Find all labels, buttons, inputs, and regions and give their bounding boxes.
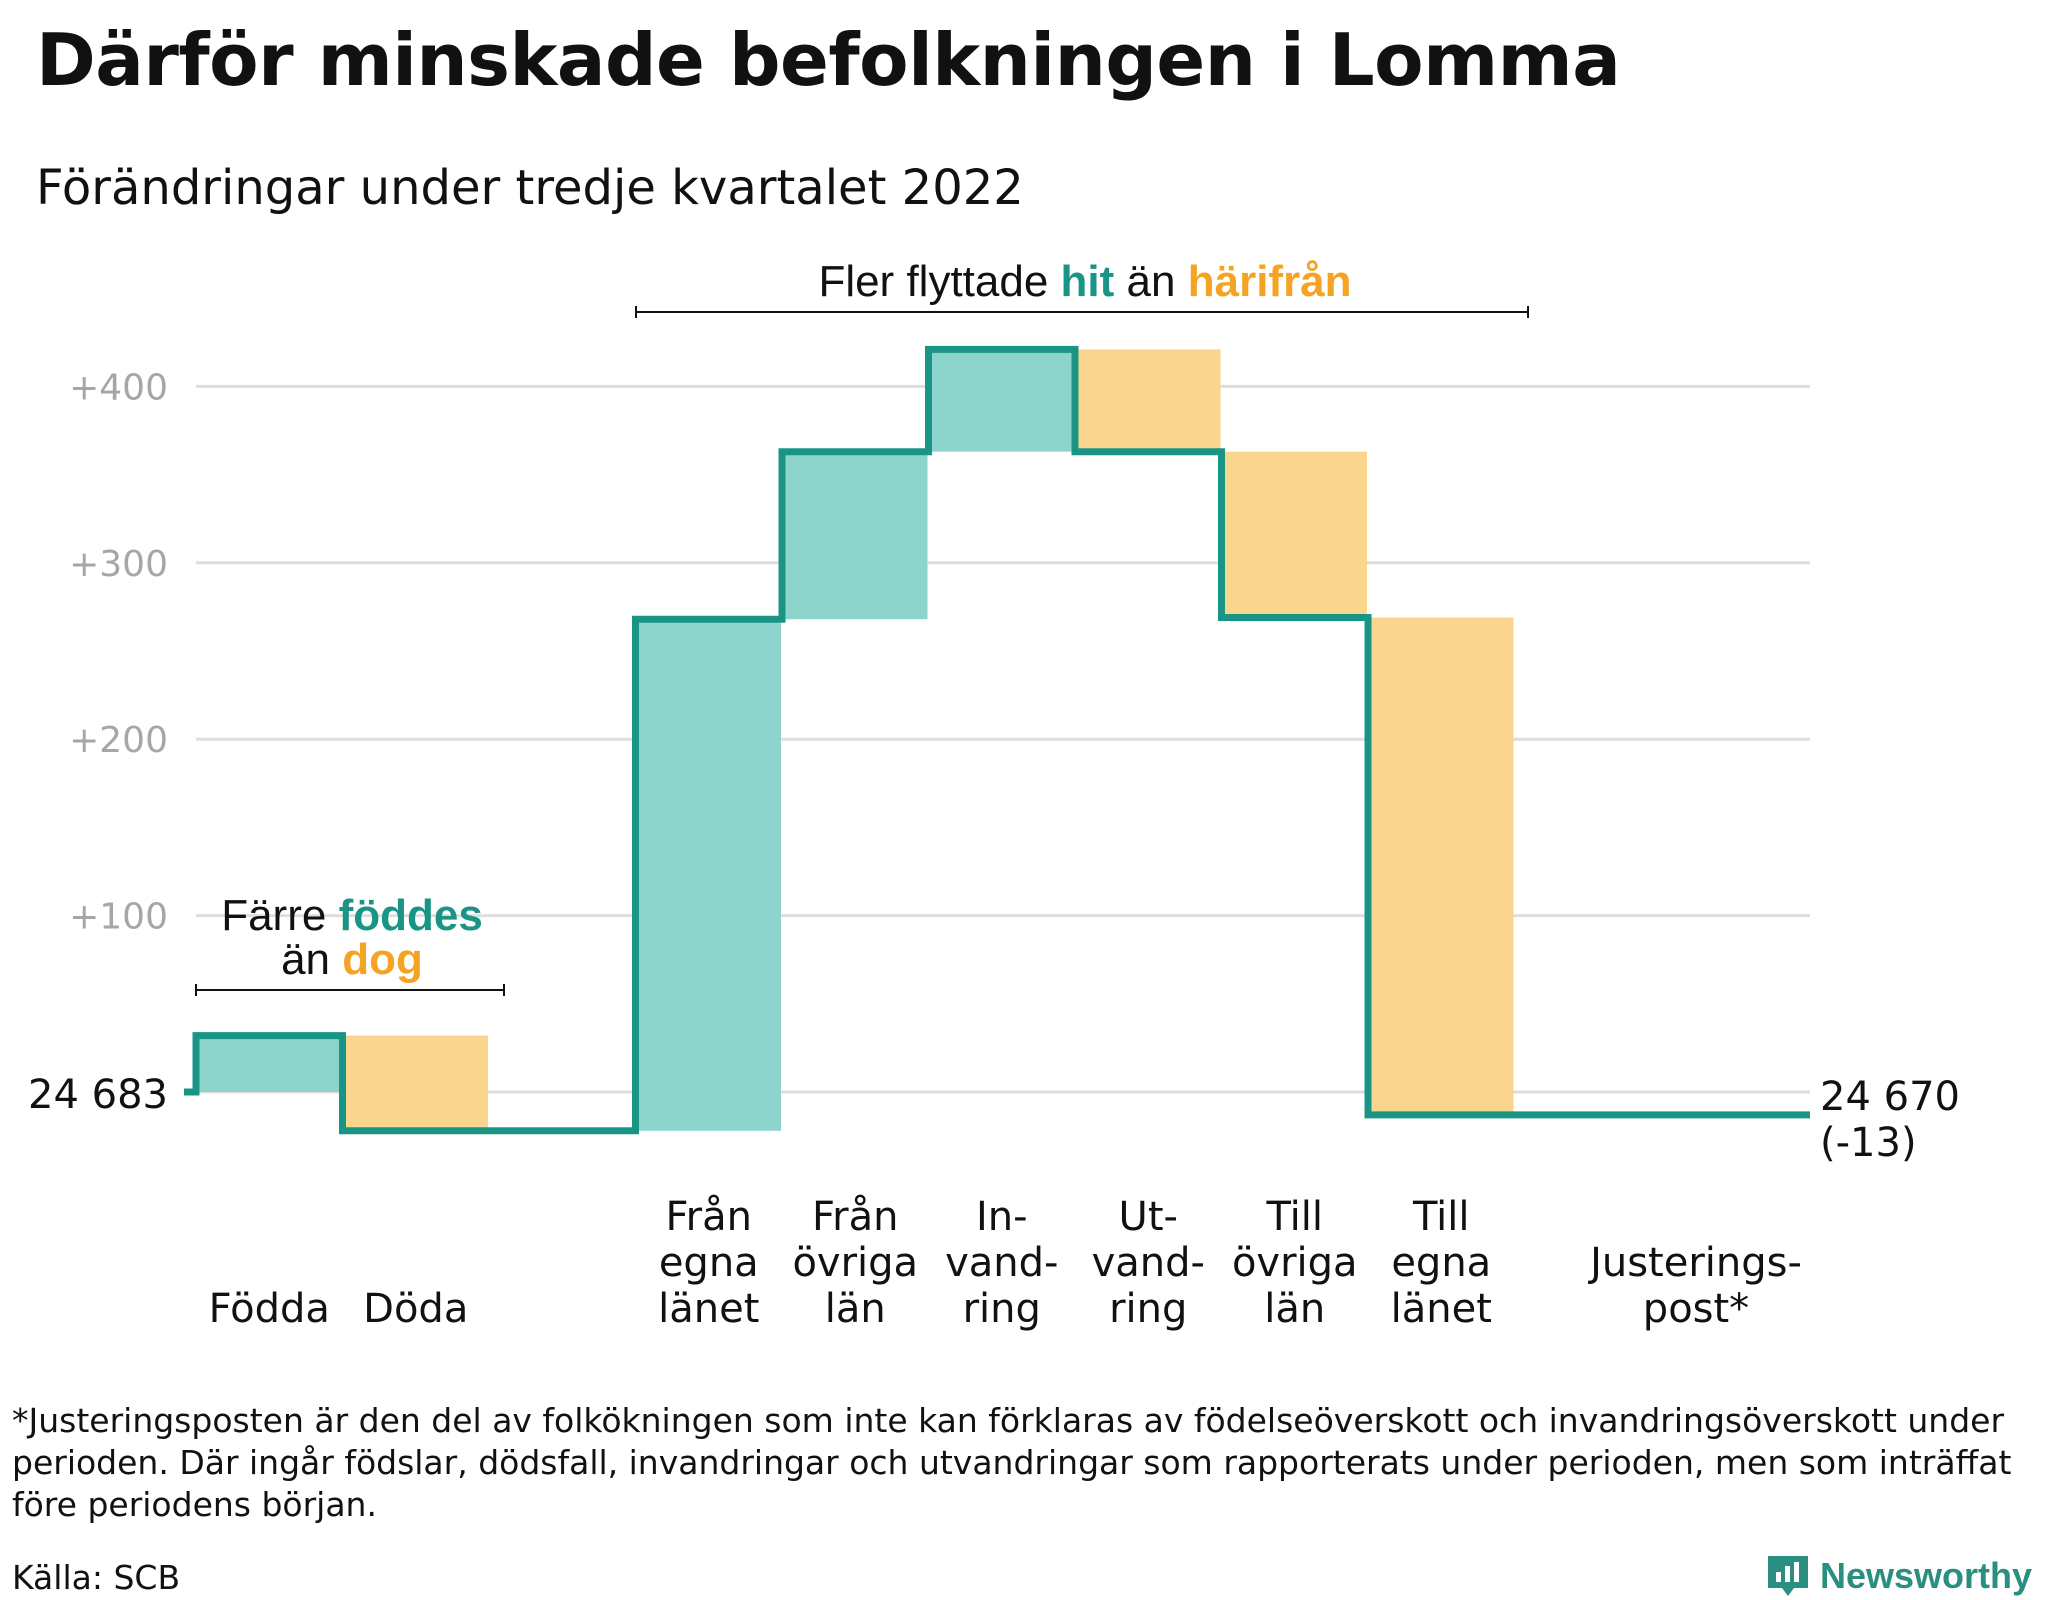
birth-annotation-text: Färre (221, 891, 326, 940)
y-tick-label: +100 (69, 897, 168, 938)
birth-annotation-text2: än (281, 935, 330, 984)
moves-annotation: Fler flyttade hit än härifrån (635, 257, 1529, 318)
category-label: In-vand-ring (945, 1194, 1058, 1332)
y-tick-label: +300 (69, 544, 168, 585)
decrease-bar (1076, 349, 1221, 452)
category-label: Till övriga län (1232, 1194, 1358, 1332)
end-value-label: 24 670 (1820, 1074, 1960, 1120)
category-labels: Födda Döda Från egna länet Från övriga länIn-va… (209, 1194, 1802, 1332)
birth-annotation-accent2: dog (342, 935, 423, 984)
y-axis-ticks: +100 +200 +300 +400 (69, 367, 168, 937)
moves-bracket (635, 306, 1529, 318)
newsworthy-icon (1768, 1556, 1808, 1596)
birth-annotation-accent: föddes (339, 891, 483, 940)
birth-bracket (195, 984, 505, 996)
gridlines (196, 384, 1810, 1094)
decrease-bar (343, 1035, 488, 1131)
increase-bar (783, 451, 928, 620)
chart-title: Därför minskade befolkningen i Lomma (36, 18, 1621, 102)
category-label: Födda (209, 1286, 330, 1332)
birth-annotation-line2: än dog (281, 935, 423, 984)
y-tick-label: +200 (69, 720, 168, 761)
decrease-bar (1222, 451, 1367, 618)
category-label: Döda (363, 1286, 468, 1332)
population-step-line (184, 345, 1810, 1135)
start-value-label: 24 683 (28, 1072, 168, 1118)
category-label: Från övriga län (792, 1194, 918, 1332)
brand-logo: Newsworthy (1766, 1552, 2032, 1600)
end-change-label: (-13) (1820, 1120, 1917, 1166)
increase-bar (636, 619, 781, 1131)
source-note: Källa: SCB (12, 1558, 181, 1597)
chart-subtitle: Förändringar under tredje kvartalet 2022 (36, 160, 1024, 216)
category-label: Från egna länet (658, 1194, 759, 1332)
y-tick-label: +400 (69, 367, 168, 408)
step-line (184, 345, 1810, 1135)
increase-bar (929, 349, 1074, 452)
bars (197, 349, 1514, 1131)
category-label: Ut-vand-ring (1092, 1194, 1205, 1332)
brand-name: Newsworthy (1820, 1555, 2033, 1596)
category-label: Till egna länet (1391, 1194, 1492, 1332)
birth-annotation-line1: Färre föddes (221, 891, 483, 940)
category-label: Justerings-post* (1587, 1240, 1802, 1332)
decrease-bar (1369, 617, 1514, 1115)
footnote: *Justeringsposten är den del av folkökni… (12, 1401, 2012, 1524)
moves-annotation-text: Fler flyttade hit än härifrån (818, 257, 1351, 306)
birth-annotation: Färre föddes än dog (195, 891, 505, 996)
increase-bar (197, 1035, 342, 1092)
